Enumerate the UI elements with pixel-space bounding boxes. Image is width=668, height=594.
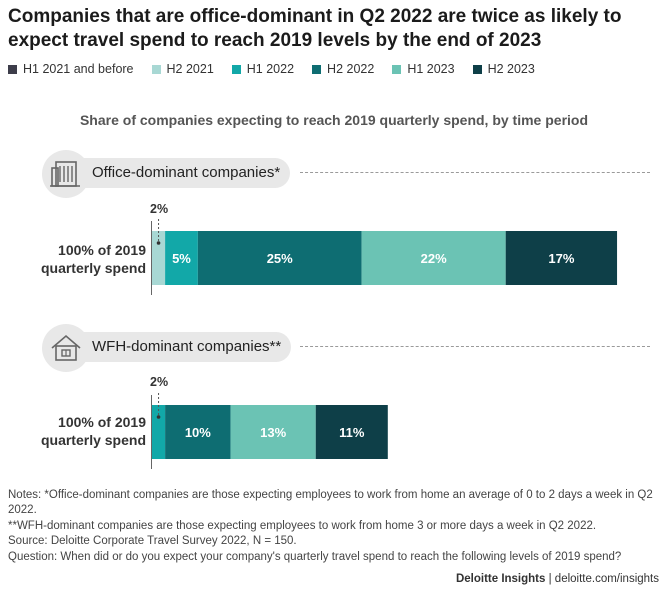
row-label-line: 100% of 2019 [58,242,146,258]
note-line: Question: When did or do you expect your… [8,550,622,563]
legend-label: H2 2023 [487,62,535,76]
notes: Notes: *Office-dominant companies are th… [8,488,663,565]
bar-segment [315,405,388,459]
legend-item: H2 2022 [312,62,374,76]
office-building-icon [42,150,90,198]
row-label-line: quarterly spend [40,432,146,448]
bar-segment [152,231,166,285]
bar-value-label: 10% [185,425,211,440]
bar-segment [230,405,316,459]
legend-swatch [472,64,482,74]
legend-item: H1 2023 [392,62,455,76]
legend-label: H2 2022 [327,62,375,76]
bar-segment [361,231,506,285]
legend-label: H1 2021 and before [23,62,134,76]
bar-value-label: 11% [339,425,365,440]
row-label-line: quarterly spend [40,260,146,276]
note-line: Notes: *Office-dominant companies are th… [8,489,653,517]
group-divider [300,346,650,347]
small-value-label: 2% [150,202,169,216]
footer-separator: | [545,573,555,585]
note-line: Source: Deloitte Corporate Travel Survey… [8,535,297,548]
bar-value-label: 5% [172,251,191,266]
legend-item: H2 2021 [151,62,214,76]
group-label-wfh: WFH-dominant companies** [76,332,292,362]
legend-item: H2 2023 [472,62,535,76]
legend-swatch [312,64,322,74]
small-value-label: 2% [150,375,169,389]
bar-value-label: 25% [267,251,293,266]
row-label-wfh: 100% of 2019 quarterly spend [10,413,146,449]
legend-swatch [231,64,241,74]
bar-segment [505,231,618,285]
legend-label: H1 2022 [246,62,295,76]
house-icon [42,324,90,372]
footer: Deloitte Insights | deloitte.com/insight… [456,573,659,585]
footer-url: deloitte.com/insights [554,573,659,585]
leader-dot [156,241,161,245]
group-label-office: Office-dominant companies* [76,158,291,188]
chart-title-heading: Companies that are office-dominant in Q2… [8,6,622,51]
legend: H1 2021 and before H2 2021 H1 2022 H2 20… [8,62,553,76]
note-line: **WFH-dominant companies are those expec… [8,519,597,532]
legend-item: H1 2021 and before [8,62,134,76]
group-divider [300,172,650,173]
legend-item: H1 2022 [231,62,295,76]
legend-swatch [8,64,17,74]
bar-value-label: 22% [421,251,447,266]
legend-label: H2 2021 [166,62,214,76]
legend-label: H1 2023 [407,62,455,76]
leader-dot [156,415,161,419]
footer-brand: Deloitte Insights [455,573,546,585]
bar-segment [197,231,362,285]
legend-swatch [151,64,161,74]
row-label-line: 100% of 2019 [58,414,146,430]
chart-subtitle: Share of companies expecting to reach 20… [79,112,589,128]
bar-segment [165,405,231,459]
row-label-office: 100% of 2019 quarterly spend [10,241,146,277]
legend-swatch [392,64,402,74]
bar-value-label: 17% [548,251,574,266]
bar-segment [152,405,166,459]
bar-value-label: 13% [260,425,286,440]
bar-segment [165,231,198,285]
